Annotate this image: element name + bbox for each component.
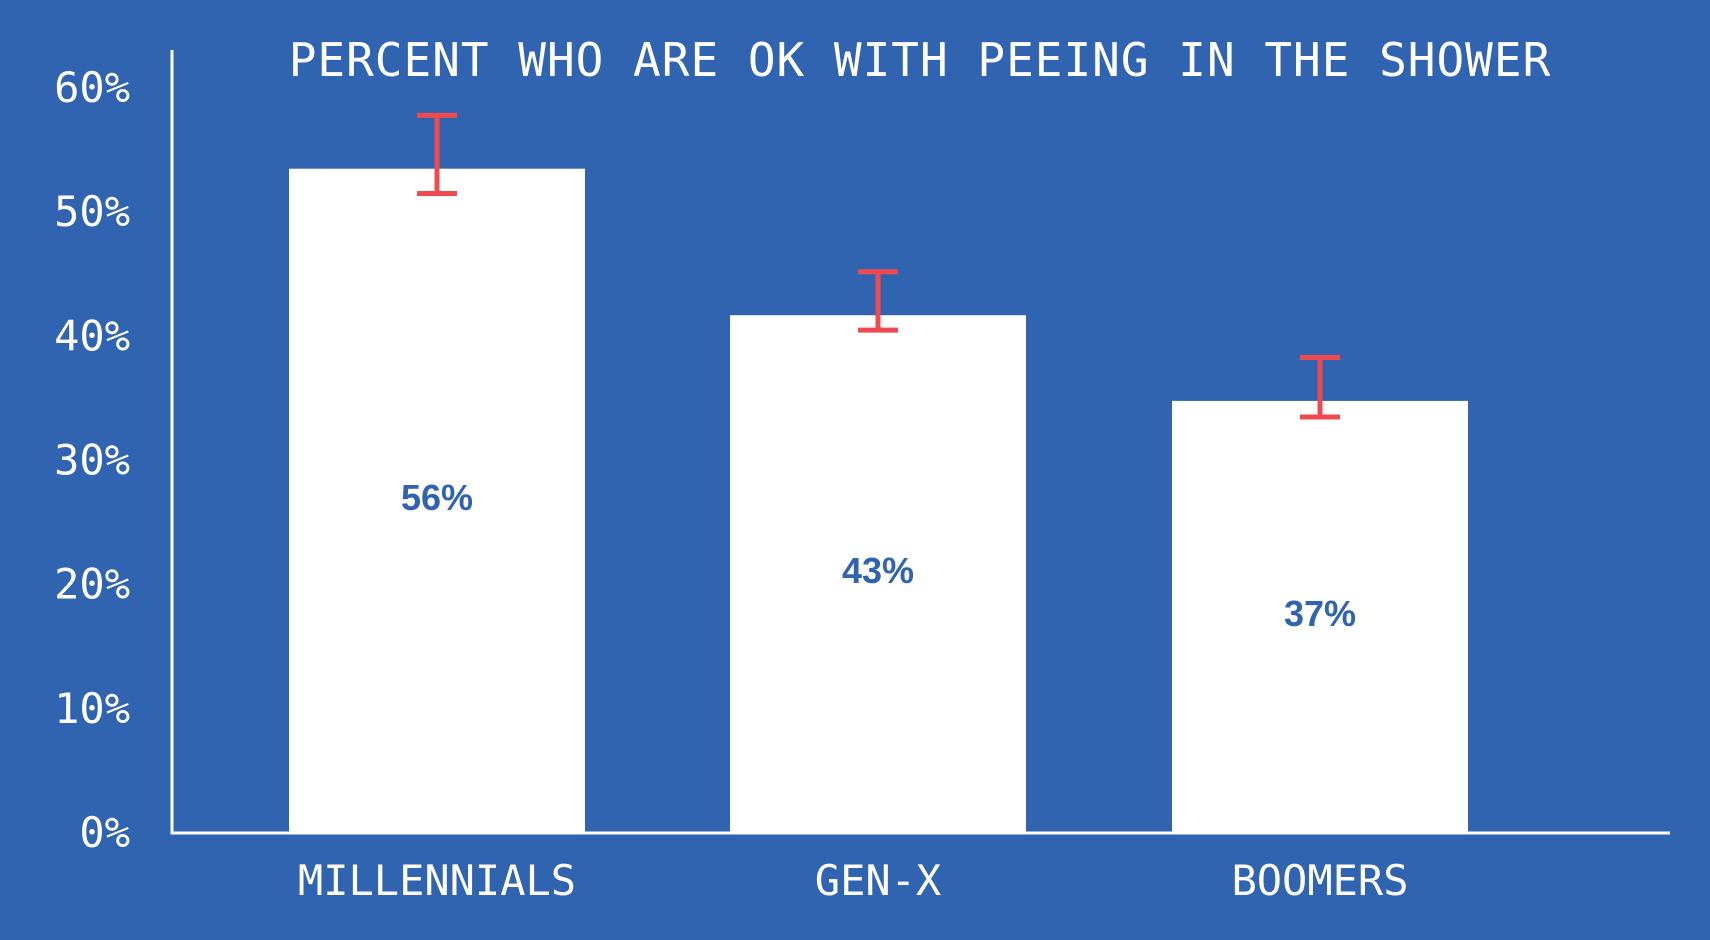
y-tick-label: 60% xyxy=(54,63,130,112)
bar xyxy=(730,315,1026,834)
bar xyxy=(289,168,585,834)
y-tick-label: 0% xyxy=(79,808,130,857)
chart-title: PERCENT WHO ARE OK WITH PEEING IN THE SH… xyxy=(289,33,1552,87)
y-tick-label: 30% xyxy=(54,436,130,485)
bars xyxy=(289,168,1468,834)
axes xyxy=(170,50,1670,835)
bar-value-label: 37% xyxy=(1284,593,1356,634)
y-tick-label: 50% xyxy=(54,187,130,236)
y-tick-label: 20% xyxy=(54,560,130,609)
x-tick-label: MILLENNIALS xyxy=(298,856,576,905)
bar-value-label: 43% xyxy=(842,550,914,591)
error-bars xyxy=(417,112,1340,420)
x-tick-label: BOOMERS xyxy=(1231,856,1408,905)
labels: 0% 10% 20% 30% 40% 50% 60% 56% MILLENNIALS 43% GEN… xyxy=(54,63,1408,905)
bar-value-label: 56% xyxy=(401,477,473,518)
y-tick-label: 40% xyxy=(54,311,130,360)
bar xyxy=(1172,400,1468,833)
x-tick-label: GEN-X xyxy=(815,856,941,905)
y-tick-label: 10% xyxy=(54,684,130,733)
